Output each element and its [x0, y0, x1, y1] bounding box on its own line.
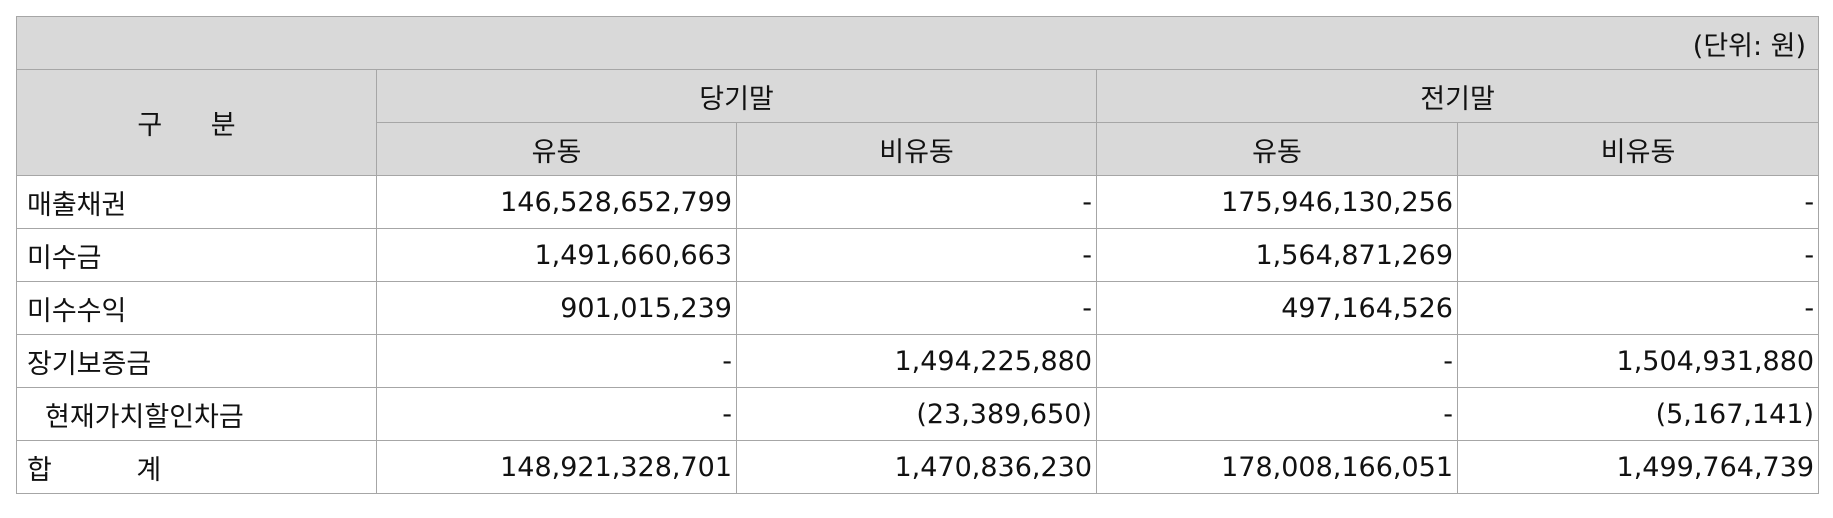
cell-cur-current: 901,015,239 — [376, 281, 737, 335]
cell-prev-current: 178,008,166,051 — [1096, 440, 1458, 494]
receivables-table-container: (단위: 원) 구 분 당기말 전기말 유동 비유동 유동 비유동 매출채권 14… — [15, 16, 1820, 494]
row-label: 미수금 — [16, 228, 377, 282]
row-label: 장기보증금 — [16, 334, 377, 388]
cell-prev-current: - — [1096, 334, 1458, 388]
cell-cur-current: 146,528,652,799 — [376, 175, 737, 229]
cell-cur-noncurrent: - — [736, 175, 1097, 229]
cell-cur-current: 148,921,328,701 — [376, 440, 737, 494]
cell-prev-noncurrent: - — [1456, 175, 1820, 229]
table-row: 합 계 148,921,328,701 1,470,836,230 178,008,1… — [16, 440, 1820, 494]
header-row-period: 구 분 당기말 전기말 — [16, 69, 1820, 176]
cell-prev-noncurrent: (5,167,141) — [1456, 387, 1820, 441]
row-label: 합 계 — [16, 440, 377, 494]
row-label: 매출채권 — [16, 175, 377, 229]
cell-prev-noncurrent: - — [1456, 281, 1820, 335]
row-label: 현재가치할인차금 — [16, 387, 377, 441]
row-label-text: 장기보증금 — [27, 348, 152, 380]
unit-row: (단위: 원) — [15, 16, 1820, 70]
row-label-text: 매출채권 — [27, 189, 127, 221]
row-label-text: 미수금 — [27, 242, 102, 274]
cell-prev-noncurrent: 1,499,764,739 — [1456, 440, 1820, 494]
cell-cur-current: - — [376, 334, 737, 388]
row-label-text: 합 계 — [27, 454, 200, 486]
header-prior-period-noncurrent: 비유동 — [1456, 122, 1820, 176]
cell-prev-current: - — [1096, 387, 1458, 441]
cell-cur-noncurrent: 1,494,225,880 — [736, 334, 1097, 388]
header-category-label: 구 분 — [137, 110, 256, 141]
receivables-table: (단위: 원) 구 분 당기말 전기말 유동 비유동 유동 비유동 매출채권 14… — [15, 16, 1820, 494]
cell-cur-current: 1,491,660,663 — [376, 228, 737, 282]
cell-prev-noncurrent: - — [1456, 228, 1820, 282]
row-label: 미수수익 — [16, 281, 377, 335]
cell-prev-noncurrent: 1,504,931,880 — [1456, 334, 1820, 388]
cell-prev-current: 175,946,130,256 — [1096, 175, 1458, 229]
cell-cur-noncurrent: (23,389,650) — [736, 387, 1097, 441]
table-row: 장기보증금 -1,494,225,880-1,504,931,880 — [16, 334, 1820, 388]
cell-cur-noncurrent: 1,470,836,230 — [736, 440, 1097, 494]
header-current-period-current: 유동 — [376, 122, 737, 176]
cell-prev-current: 1,564,871,269 — [1096, 228, 1458, 282]
table-body: 매출채권 146,528,652,799-175,946,130,256- 미수금 1… — [16, 175, 1820, 494]
header-current-period: 당기말 — [376, 69, 1097, 123]
header-prior-period-current: 유동 — [1096, 122, 1458, 176]
table-row: 현재가치할인차금 - (23,389,650) - (5,167,141) — [16, 387, 1820, 441]
row-label-text: 현재가치할인차금 — [45, 401, 244, 433]
table-row: 미수금 1,491,660,663-1,564,871,269- — [16, 228, 1820, 282]
unit-note: (단위: 원) — [15, 16, 1820, 70]
table-row: 미수수익 901,015,239-497,164,526- — [16, 281, 1820, 335]
header-current-period-noncurrent: 비유동 — [736, 122, 1097, 176]
header-prior-period: 전기말 — [1095, 69, 1820, 123]
cell-prev-current: 497,164,526 — [1096, 281, 1458, 335]
cell-cur-noncurrent: - — [736, 228, 1097, 282]
table-row: 매출채권 146,528,652,799-175,946,130,256- — [16, 175, 1820, 229]
cell-cur-noncurrent: - — [736, 281, 1097, 335]
row-label-text: 미수수익 — [27, 295, 127, 327]
header-row-type: 유동 비유동 유동 비유동 — [17, 122, 1820, 176]
cell-cur-current: - — [376, 387, 737, 441]
header-category: 구 분 — [16, 69, 377, 176]
